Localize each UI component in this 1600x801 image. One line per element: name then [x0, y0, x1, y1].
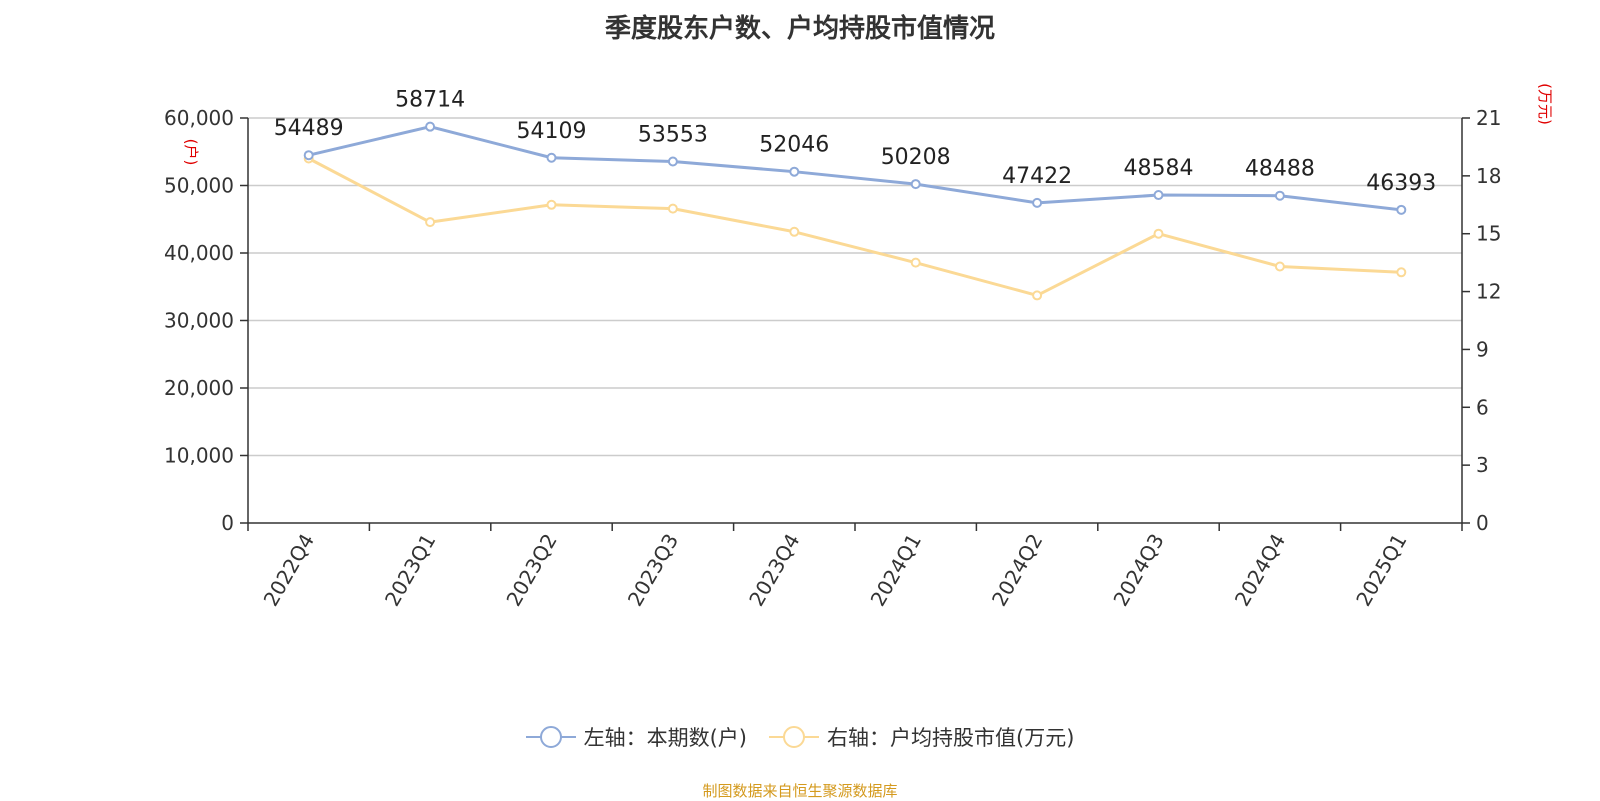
data-point-left: [1032, 197, 1043, 208]
data-point-right: [546, 199, 557, 210]
right-tick-label: 9: [1476, 337, 1489, 361]
data-point-right: [1153, 228, 1164, 239]
data-label: 47422: [1002, 164, 1072, 189]
data-label: 52046: [759, 133, 829, 158]
data-point-left: [546, 152, 557, 163]
chart-title: 季度股东户数、户均持股市值情况: [604, 14, 995, 44]
axes: 0 10,000 20,000 30,000 40,000 50,000 60,000 0 3 6…: [164, 83, 1554, 610]
x-tick-label: 2024Q3: [1108, 530, 1168, 611]
left-tick-label: 60,000: [164, 106, 234, 130]
legend-right-marker-icon: [769, 726, 819, 748]
data-point-right: [667, 203, 678, 214]
left-tick-label: 50,000: [164, 174, 234, 198]
right-tick-label: 6: [1476, 395, 1489, 419]
data-point-right: [1274, 261, 1285, 272]
left-tick-label: 30,000: [164, 309, 234, 333]
legend: 左轴：本期数(户) 右轴：户均持股市值(万元): [0, 722, 1600, 752]
series-line-right: [308, 157, 1402, 297]
left-tick-label: 0: [221, 511, 234, 535]
data-point-right: [1032, 290, 1043, 301]
data-label: 48584: [1124, 156, 1194, 181]
legend-item-right-series[interactable]: 右轴：户均持股市值(万元): [769, 722, 1074, 752]
data-point-left: [1153, 190, 1164, 201]
legend-left-label: 左轴：本期数(户): [583, 726, 747, 750]
x-tick-label: 2022Q4: [259, 530, 319, 611]
data-point-right: [1396, 267, 1407, 278]
data-point-left: [425, 121, 436, 132]
right-axis-unit: (万元): [1536, 83, 1554, 125]
x-tick-label: 2023Q4: [744, 530, 804, 611]
legend-left-marker-icon: [525, 726, 576, 748]
data-point-left: [667, 156, 678, 167]
right-tick-label: 21: [1476, 106, 1501, 130]
left-tick-label: 10,000: [164, 444, 234, 468]
data-point-right: [910, 257, 921, 268]
x-tick-label: 2023Q1: [380, 530, 440, 611]
data-label: 53553: [638, 123, 708, 148]
series-lines: [303, 121, 1407, 301]
x-tick-label: 2024Q2: [987, 530, 1047, 611]
left-tick-label: 20,000: [164, 376, 234, 400]
left-tick-label: 40,000: [164, 241, 234, 265]
data-label: 48488: [1245, 157, 1315, 182]
right-tick-label: 12: [1476, 280, 1501, 304]
data-label: 50208: [881, 145, 951, 170]
data-label: 58714: [395, 88, 465, 113]
series-line-left: [308, 125, 1402, 212]
x-tick-label: 2024Q4: [1230, 530, 1290, 611]
x-tick-label: 2024Q1: [866, 530, 926, 611]
right-tick-label: 18: [1476, 164, 1501, 188]
right-tick-label: 0: [1476, 511, 1489, 535]
data-label: 54489: [274, 116, 344, 141]
left-axis-unit: (户): [182, 139, 200, 166]
data-point-right: [789, 226, 800, 237]
data-label: 46393: [1366, 171, 1436, 196]
data-point-left: [303, 150, 314, 161]
x-tick-label: 2025Q1: [1351, 530, 1411, 611]
x-tick-label: 2023Q2: [501, 530, 561, 611]
source-note: 制图数据来自恒生聚源数据库: [702, 782, 898, 800]
grid-lines: [248, 117, 1462, 457]
legend-item-left-series[interactable]: 左轴：本期数(户): [525, 722, 747, 752]
legend-right-label: 右轴：户均持股市值(万元): [827, 726, 1075, 750]
right-tick-label: 15: [1476, 222, 1501, 246]
data-labels: 54489 58714 54109 53553 52046 50208 47422 48584…: [274, 88, 1437, 196]
data-point-left: [910, 179, 921, 190]
data-point-left: [789, 166, 800, 177]
data-point-left: [1396, 204, 1407, 215]
data-point-left: [1274, 190, 1285, 201]
right-tick-label: 3: [1476, 453, 1489, 477]
data-point-right: [425, 217, 436, 228]
x-tick-label: 2023Q3: [623, 530, 683, 611]
data-label: 54109: [517, 119, 587, 144]
